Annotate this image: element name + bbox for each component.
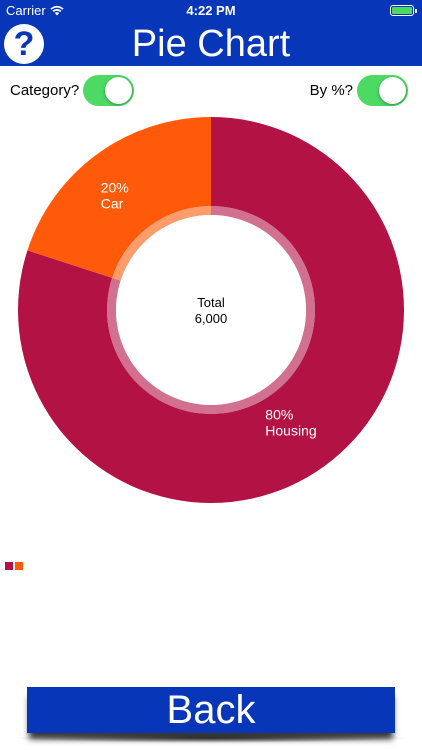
back-button[interactable]: Back [27, 687, 395, 733]
by-percent-toggle-knob [379, 76, 406, 104]
status-bar: Carrier 4:22 PM [0, 0, 422, 22]
center-total-label: Total [197, 295, 225, 310]
slice-value-label-housing: 80% [265, 406, 293, 422]
slice-category-label-housing: Housing [265, 422, 316, 438]
wifi-icon [50, 5, 64, 16]
legend-swatch-car [15, 562, 23, 570]
chart-legend [5, 562, 23, 570]
center-total-value: 6,000 [195, 311, 228, 326]
category-toggle-knob [105, 76, 133, 104]
header-bar: Pie Chart ? [0, 22, 422, 66]
legend-swatch-housing [5, 562, 13, 570]
status-time: 4:22 PM [186, 3, 236, 18]
battery-icon [390, 5, 417, 16]
pie-inner-ring-car [112, 206, 211, 281]
pie-slice-housing[interactable] [18, 117, 405, 503]
status-carrier: Carrier [6, 3, 64, 18]
category-toggle-row: Category? [10, 74, 135, 106]
by-percent-toggle-label: By %? [309, 81, 353, 99]
slice-value-label-car: 20% [101, 180, 129, 196]
back-button-shadow [12, 733, 410, 743]
slice-label-car: 20% Car [101, 180, 129, 212]
donut-hole [116, 215, 306, 405]
category-toggle-switch[interactable] [83, 74, 135, 106]
help-button[interactable]: ? [4, 24, 44, 64]
slice-category-label-car: Car [101, 196, 124, 212]
carrier-label: Carrier [6, 3, 46, 18]
by-percent-toggle-row: By %? [310, 74, 408, 106]
category-toggle-label: Category? [10, 81, 80, 99]
battery-fill [392, 7, 412, 14]
slice-label-housing: 80% Housing [265, 406, 316, 438]
pie-slice-car[interactable] [27, 117, 212, 278]
page-title: Pie Chart [131, 23, 291, 65]
by-percent-toggle-switch[interactable] [357, 74, 408, 106]
